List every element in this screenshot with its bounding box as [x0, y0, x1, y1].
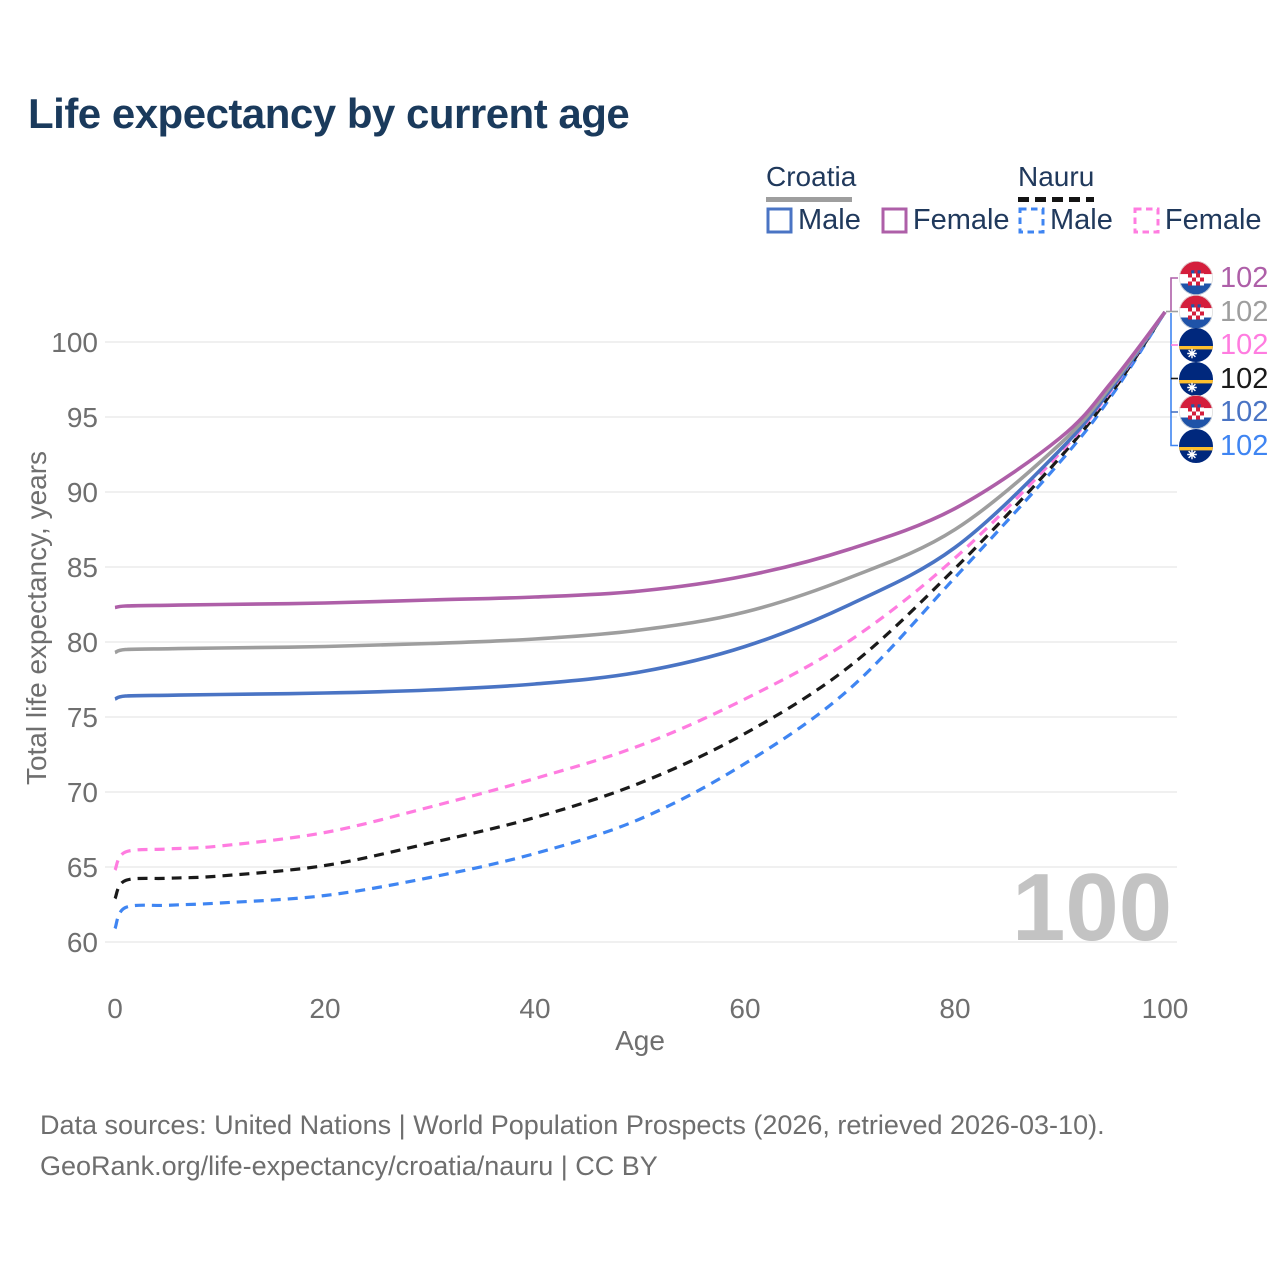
y-tick-label: 60: [67, 927, 98, 958]
legend-item-label: Female: [912, 204, 1010, 236]
data-sources-text: Data sources: United Nations | World Pop…: [40, 1110, 1105, 1140]
attribution-text: GeoRank.org/life-expectancy/croatia/naur…: [40, 1151, 658, 1181]
legend-group-croatia-label: Croatia: [766, 161, 857, 192]
x-axis-title: Age: [615, 1025, 665, 1056]
age-counter-watermark: 100: [1012, 854, 1173, 961]
legend-group-nauru-label: Nauru: [1018, 161, 1095, 192]
y-tick-label: 75: [67, 702, 98, 733]
legend: Croatia Male Female Nauru: [0, 0, 1280, 250]
nauru-female-swatch-icon: [1133, 207, 1160, 234]
y-tick-label: 90: [67, 477, 98, 508]
series-line-croatia: [114, 310, 1167, 655]
legend-group-nauru-header[interactable]: Nauru: [1018, 161, 1094, 202]
legend-item-croatia-female[interactable]: Female: [881, 204, 1010, 237]
x-tick-label: 100: [1142, 993, 1189, 1024]
y-tick-label: 70: [67, 777, 98, 808]
series-line-nauru: [113, 311, 1167, 900]
y-tick-label: 100: [51, 327, 98, 358]
legend-item-label: Male: [798, 204, 861, 236]
x-tick-label: 80: [939, 993, 970, 1024]
y-axis-title: Total life expectancy, years: [21, 451, 52, 785]
y-tick-label: 95: [67, 402, 98, 433]
y-tick-label: 85: [67, 552, 98, 583]
legend-item-label: Male: [1050, 204, 1113, 236]
legend-group-nauru: Nauru Male Female: [1018, 161, 1262, 236]
y-tick-label: 80: [67, 627, 98, 658]
legend-item-nauru-male[interactable]: Male: [1018, 204, 1113, 237]
y-tick-label: 65: [67, 852, 98, 883]
leader-line: [1170, 277, 1178, 311]
nauru-line-style-swatch: [1018, 197, 1094, 202]
legend-item-croatia-male[interactable]: Male: [766, 204, 861, 237]
legend-item-label: Female: [1164, 204, 1262, 236]
croatia-female-swatch-icon: [881, 207, 908, 234]
croatia-line-style-swatch: [766, 197, 852, 202]
legend-group-croatia-header[interactable]: Croatia: [766, 161, 856, 202]
series-line-croatia-male: [114, 310, 1167, 701]
x-tick-label: 0: [107, 993, 123, 1024]
page-title: Life expectancy by current age: [28, 90, 630, 137]
series-line-nauru-male: [113, 311, 1167, 930]
legend-item-nauru-female[interactable]: Female: [1133, 204, 1262, 237]
series-line-croatia-female: [114, 310, 1167, 610]
nauru-male-swatch-icon: [1018, 207, 1045, 234]
x-tick-label: 40: [519, 993, 550, 1024]
leader-line: [1170, 313, 1178, 447]
footer: Data sources: United Nations | World Pop…: [40, 1105, 1105, 1187]
x-tick-label: 20: [309, 993, 340, 1024]
series-line-nauru-female: [113, 311, 1167, 871]
legend-group-croatia: Croatia Male Female: [766, 161, 1010, 236]
x-tick-label: 60: [729, 993, 760, 1024]
croatia-male-swatch-icon: [766, 207, 793, 234]
